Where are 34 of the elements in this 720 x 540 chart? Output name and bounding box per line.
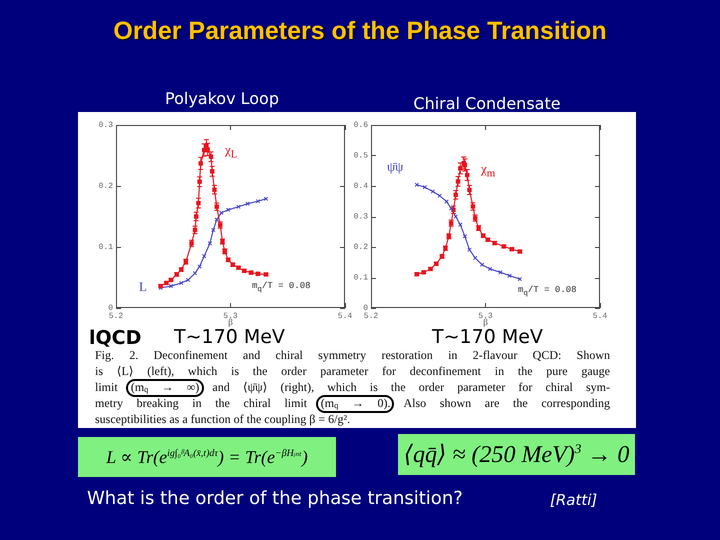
y-tick-label: 0.3: [98, 121, 114, 130]
y-tick-label: 0.6: [354, 121, 368, 130]
text: What is the order of the phase transition?: [87, 488, 463, 509]
chart-title: Polyakov Loop: [164, 89, 280, 108]
text: lQCD: [89, 327, 142, 349]
x-tick-label: 5.4: [338, 312, 352, 321]
y-tick-label: 0.4: [354, 182, 368, 192]
x-axis-title: β: [483, 316, 488, 327]
text: Fig. 2. Deconfinement and chiral symmetry restoration in 2-flavour QCD: Shown is ⟨L⟩ (left), which is the order parameter for deconfinement in the pure gauge limit (m$_{q}$ → ∞) and ⟨ψ̄ψ⟩ (right), which is the order parameter for chiral sym- metry breaking in the chiral limit (m$_{q}$ → 0). Also shown are the corresponding susceptibilities as a function of the coupling β = 6/g².: [95, 348, 610, 426]
x-tick-label: 5.4: [592, 312, 608, 321]
x-axis-title: β: [228, 316, 234, 327]
text: T~170 MeV: [432, 326, 543, 348]
series-label: L: [139, 279, 147, 294]
y-tick-label: 0: [363, 304, 368, 314]
formula-box: ⟨qq̄⟩ ≈ (250 MeV)$^{3}$ → 0: [398, 434, 635, 475]
y-tick-label: 0.1: [98, 243, 114, 252]
text: T~170 MeV: [174, 326, 285, 348]
y-tick-label: 0.2: [354, 243, 368, 252]
text: Order Parameters of the Phase Transition: [112, 17, 608, 46]
formula-box: L ∝ Tr(e$^{ig∫₀ᵝA₀(x̄,t)dτ}$) = Tr(e$^{−βHᵢₙₜ}$): [78, 437, 336, 477]
text: [Ratti]: [550, 491, 598, 509]
y-tick-label: 0.1: [354, 274, 368, 283]
annotation: m$_{q}$/T = 0.08: [518, 285, 577, 298]
x-tick-label: 5.2: [364, 312, 378, 321]
series-label: χ$_{m}$: [481, 161, 496, 182]
series-label: ψ̄ψ: [387, 159, 404, 174]
annotation: m$_{q}$/T = 0.08: [252, 281, 311, 294]
y-tick-label: 0.2: [98, 182, 114, 192]
y-tick-label: 0: [108, 304, 114, 314]
y-tick-label: 0.5: [354, 152, 368, 161]
chart-title: Chiral Condensate: [412, 94, 562, 113]
series-label: χ$_{L}$: [225, 142, 238, 163]
x-tick-label: 5.2: [108, 312, 124, 321]
y-tick-label: 0.3: [354, 212, 368, 222]
